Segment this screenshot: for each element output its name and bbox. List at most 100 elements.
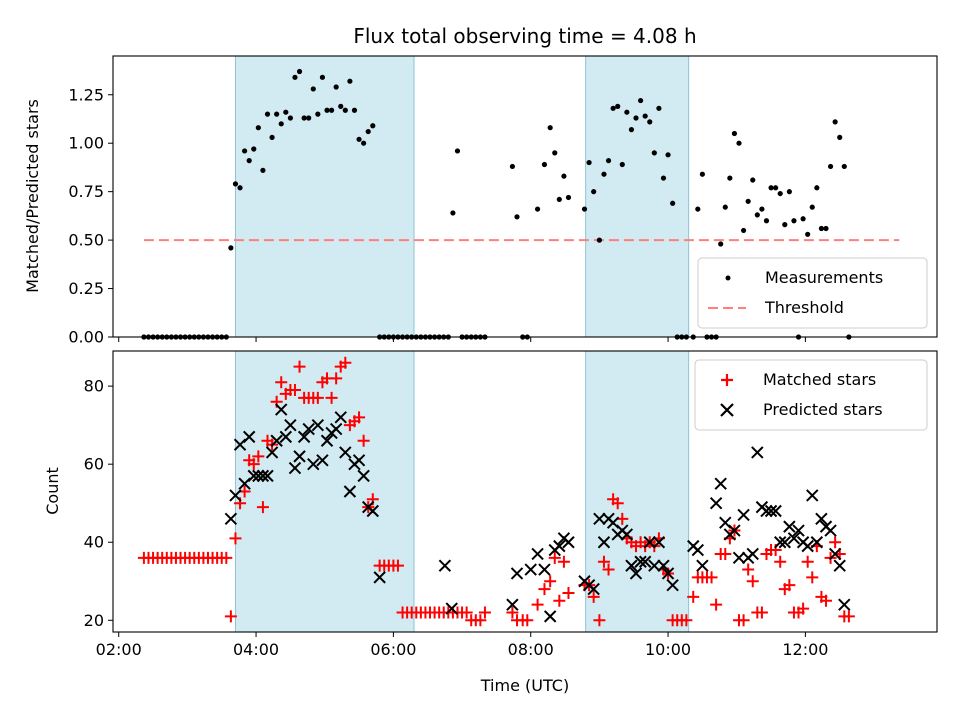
y-ticks-bottom: 20 40 60 80 bbox=[84, 377, 113, 630]
measurements-point bbox=[292, 74, 298, 80]
matched-stars-point bbox=[742, 563, 755, 576]
predicted-stars-point bbox=[833, 559, 846, 572]
predicted-stars-point bbox=[737, 508, 750, 522]
matched-stars-point bbox=[339, 356, 352, 369]
matched-stars-point bbox=[220, 551, 233, 564]
predicted-stars-point bbox=[224, 512, 238, 526]
predicted-stars-point bbox=[445, 602, 458, 615]
predicted-stars-point bbox=[538, 563, 551, 576]
measurements-point bbox=[800, 216, 806, 222]
measurements-point bbox=[296, 68, 303, 75]
matched-stars-point bbox=[710, 598, 723, 611]
measurements-point bbox=[809, 204, 815, 210]
matched-stars-point bbox=[544, 575, 557, 588]
measurements-point bbox=[750, 177, 756, 183]
measurements-point bbox=[695, 206, 701, 212]
count-points bbox=[137, 356, 855, 627]
plot-frame-bottom bbox=[112, 350, 938, 633]
measurements-point bbox=[605, 158, 612, 164]
measurements-point bbox=[823, 225, 829, 232]
predicted-stars-point bbox=[252, 469, 265, 483]
legend-measurements-marker bbox=[725, 275, 731, 281]
predicted-stars-point bbox=[373, 571, 386, 584]
measurements-point bbox=[768, 185, 774, 191]
measurements-point bbox=[556, 196, 562, 203]
legend-box-top bbox=[697, 257, 928, 329]
y-axis-label-bottom: Count bbox=[43, 467, 62, 515]
predicted-stars-point bbox=[648, 559, 661, 572]
measurements-point bbox=[547, 125, 553, 131]
predicted-stars-point bbox=[229, 489, 242, 502]
predicted-stars-point bbox=[307, 457, 320, 471]
predicted-stars-point bbox=[438, 559, 452, 572]
measurements-point bbox=[633, 115, 639, 121]
measurements-point bbox=[274, 111, 280, 117]
predicted-stars-point bbox=[652, 536, 666, 549]
predicted-stars-point bbox=[275, 403, 288, 416]
matched-stars-point bbox=[506, 606, 519, 619]
predicted-stars-point bbox=[657, 559, 670, 572]
predicted-stars-point bbox=[838, 598, 851, 611]
matched-stars-point bbox=[548, 551, 561, 564]
measurements-point bbox=[718, 241, 724, 247]
measurements-point bbox=[773, 185, 779, 191]
measurements-point bbox=[365, 128, 371, 135]
predicted-stars-point bbox=[774, 536, 787, 549]
predicted-stars-point bbox=[531, 547, 544, 561]
measurements-point bbox=[777, 190, 783, 197]
predicted-stars-point bbox=[587, 582, 600, 596]
x-tick-label: 08:00 bbox=[508, 640, 554, 659]
measurements-point bbox=[561, 173, 567, 179]
measurements-point bbox=[228, 245, 234, 251]
measurements-point bbox=[278, 121, 284, 127]
legend-predicted-label: Predicted stars bbox=[763, 400, 883, 419]
shaded-interval-top-1 bbox=[585, 56, 689, 337]
measurements-point bbox=[514, 214, 520, 220]
predicted-stars-point bbox=[320, 434, 334, 447]
y-tick-label: 40 bbox=[84, 533, 104, 552]
matched-stars-point bbox=[842, 610, 855, 623]
predicted-stars-point bbox=[751, 446, 764, 459]
predicted-stars-point bbox=[288, 461, 302, 475]
predicted-stars-point bbox=[524, 563, 537, 576]
measurements-point bbox=[565, 194, 572, 201]
measurements-point bbox=[837, 134, 843, 140]
y-tick-label: 80 bbox=[84, 377, 104, 396]
measurements-point bbox=[283, 109, 289, 115]
chart-title: Flux total observing time = 4.08 h bbox=[353, 24, 696, 48]
predicted-stars-point bbox=[242, 430, 256, 444]
x-tick-label: 06:00 bbox=[370, 640, 416, 659]
legend-matched-marker bbox=[721, 374, 733, 386]
matched-stars-point bbox=[460, 606, 473, 619]
predicted-stars-point bbox=[769, 504, 782, 518]
matched-stars-point bbox=[680, 614, 693, 627]
y-ticks-top: 0.00 0.25 0.50 0.75 1.00 1.25 bbox=[68, 85, 113, 347]
measurements-point bbox=[841, 163, 847, 170]
predicted-stars-point bbox=[247, 469, 260, 483]
measurements-point bbox=[619, 161, 625, 168]
predicted-stars-point bbox=[553, 539, 566, 553]
legend-matched-label: Matched stars bbox=[763, 370, 876, 389]
measurements-point bbox=[736, 140, 742, 146]
measurements-point bbox=[356, 136, 362, 142]
matched-stars-point bbox=[602, 563, 615, 576]
measurements-point bbox=[319, 74, 326, 80]
measurements-point bbox=[450, 210, 456, 216]
measurements-point bbox=[651, 150, 657, 156]
ratio-panel: 0.00 0.25 0.50 0.75 1.00 1.25 Matched/Predict… bbox=[23, 55, 938, 347]
matched-stars-point bbox=[593, 614, 606, 627]
matched-stars-point bbox=[521, 614, 534, 627]
predicted-stars-point bbox=[714, 477, 727, 490]
y-tick-label: 1.00 bbox=[68, 134, 104, 153]
y-tick-label: 1.25 bbox=[68, 85, 104, 104]
measurements-point bbox=[237, 185, 243, 191]
measurements-point bbox=[782, 222, 788, 228]
measurements-point bbox=[246, 158, 252, 164]
predicted-stars-point bbox=[634, 555, 647, 568]
measurements-point bbox=[581, 206, 588, 212]
matched-stars-point bbox=[538, 583, 551, 596]
measurements-point bbox=[656, 105, 662, 111]
measurements-point bbox=[591, 189, 597, 195]
predicted-stars-point bbox=[629, 567, 643, 580]
